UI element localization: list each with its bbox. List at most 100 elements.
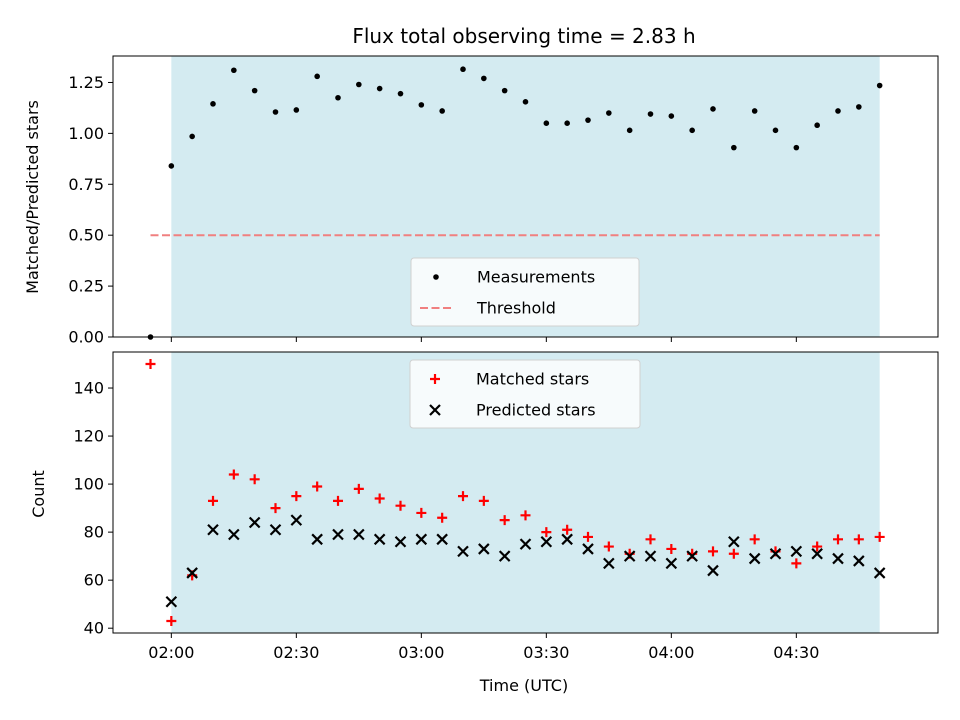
y-tick-label: 0.25	[68, 277, 104, 296]
predicted-stars-point	[290, 514, 303, 526]
predicted-stars-point	[853, 555, 865, 567]
measurement-point	[251, 87, 258, 94]
predicted-stars-point	[498, 550, 511, 562]
matched-stars-point	[166, 615, 177, 626]
matched-stars-point	[728, 548, 739, 559]
matched-stars-point	[478, 495, 489, 506]
matched-stars-point	[853, 534, 864, 545]
predicted-stars-point	[415, 533, 428, 546]
predicted-stars-point	[311, 533, 323, 546]
measurement-point	[856, 104, 862, 110]
matched-stars-point	[437, 512, 448, 523]
measurement-point	[793, 144, 800, 151]
predicted-stars-point	[248, 516, 261, 529]
bottom-y-axis-label: Count	[29, 470, 48, 518]
y-tick-label: 40	[84, 619, 104, 638]
measurement-point	[731, 144, 737, 151]
predicted-stars-point	[165, 596, 178, 608]
predicted-stars-point	[623, 550, 636, 562]
matched-stars-point	[520, 510, 531, 521]
predicted-stars-point	[373, 533, 386, 546]
measurement-point	[543, 120, 550, 126]
y-tick-label: 80	[84, 523, 104, 542]
measurement-point	[460, 66, 466, 73]
measurement-point	[522, 99, 529, 105]
y-tick-label: 140	[73, 379, 104, 398]
measurement-point	[168, 163, 175, 169]
y-tick-label: 100	[73, 475, 104, 494]
predicted-stars-point	[686, 550, 698, 562]
measurement-point	[481, 75, 487, 82]
predicted-stars-point	[644, 550, 657, 562]
legend-marker	[429, 404, 441, 416]
measurement-point	[501, 87, 508, 94]
predicted-stars-point	[436, 533, 448, 546]
matched-stars-point	[228, 469, 239, 480]
measurement-point	[314, 73, 320, 80]
matched-stars-point	[541, 527, 552, 538]
y-tick-label: 0.50	[68, 226, 104, 245]
legend-label: Measurements	[477, 268, 595, 287]
matched-stars-point	[333, 495, 343, 506]
x-tick-label: 02:30	[273, 643, 319, 662]
y-tick-label: 1.25	[68, 73, 104, 92]
predicted-stars-point	[790, 545, 803, 558]
matched-stars-point	[833, 534, 843, 545]
predicted-stars-point	[707, 564, 719, 577]
x-tick-label: 04:00	[648, 643, 694, 662]
predicted-stars-point	[748, 552, 761, 565]
measurement-point	[668, 113, 675, 119]
matched-stars-point	[312, 481, 323, 492]
measurement-point	[272, 109, 279, 115]
predicted-stars-point	[394, 535, 407, 548]
top-y-axis-label: Matched/Predicted stars	[23, 100, 42, 294]
matched-stars-point	[249, 474, 260, 485]
x-tick-label: 03:30	[523, 643, 569, 662]
legend-label: Predicted stars	[476, 401, 596, 420]
y-tick-label: 0.00	[68, 328, 104, 347]
y-tick-label: 60	[84, 571, 104, 590]
matched-stars-point	[603, 541, 614, 552]
predicted-stars-point	[769, 547, 782, 560]
measurement-point	[335, 94, 341, 101]
top-plot-frame	[112, 55, 939, 338]
matched-stars-point	[812, 541, 823, 552]
measurement-point	[585, 117, 591, 123]
matched-stars-point	[208, 495, 218, 506]
measurement-point	[751, 108, 758, 114]
predicted-stars-point	[603, 557, 615, 570]
matched-stars-point	[562, 524, 573, 535]
measurement-point	[356, 81, 362, 88]
measurement-point	[376, 85, 383, 92]
legend-label: Threshold	[476, 299, 556, 318]
matched-stars-point	[708, 546, 718, 557]
matched-stars-point	[395, 500, 406, 511]
measurement-point	[210, 101, 216, 107]
measurement-point	[606, 110, 612, 116]
legend-box	[410, 257, 640, 327]
matched-stars-point	[874, 531, 885, 542]
measurement-point	[564, 120, 570, 126]
matched-stars-point	[291, 491, 302, 502]
measurement-point	[231, 67, 237, 74]
y-tick-label: 120	[73, 427, 104, 446]
legend-marker	[430, 374, 440, 384]
matched-stars-point	[583, 531, 593, 542]
predicted-stars-point	[728, 535, 740, 548]
measurement-point	[814, 122, 820, 129]
measurement-point	[710, 106, 716, 112]
predicted-stars-point	[228, 528, 240, 541]
predicted-stars-point	[186, 567, 198, 579]
x-tick-label: 03:00	[398, 643, 444, 662]
predicted-stars-point	[332, 528, 344, 541]
matched-stars-point	[666, 543, 677, 554]
y-tick-label: 0.75	[68, 175, 104, 194]
matched-stars-point	[791, 558, 802, 569]
bottom-panel: 40 60 80 100 120 140 02:00 02:30 03:00 03:30 04:00…	[73, 351, 939, 662]
matched-stars-point	[374, 493, 385, 504]
measurement-point	[835, 108, 841, 114]
measurement-point	[626, 127, 633, 134]
measurement-point	[647, 111, 654, 117]
chart-title: Flux total observing time = 2.83 h	[352, 24, 695, 48]
